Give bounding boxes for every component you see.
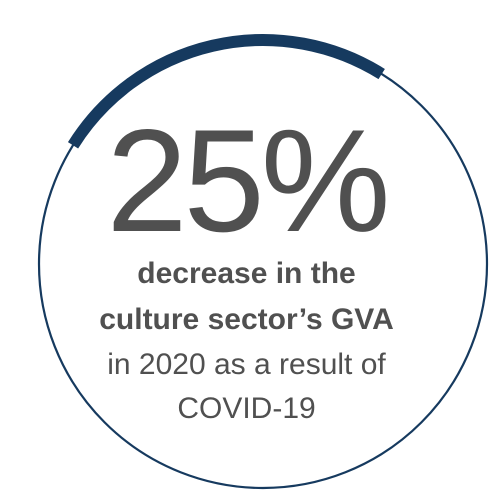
caption-line-3: in 2020 as a result of xyxy=(107,348,386,381)
caption-line-4: COVID-19 xyxy=(177,392,316,425)
ring-value-arc xyxy=(67,34,385,149)
caption-bold-line-1: decrease in the xyxy=(137,257,356,290)
headline-percentage: 25% xyxy=(106,99,390,262)
caption-bold-line-2: culture sector’s GVA xyxy=(99,303,394,336)
